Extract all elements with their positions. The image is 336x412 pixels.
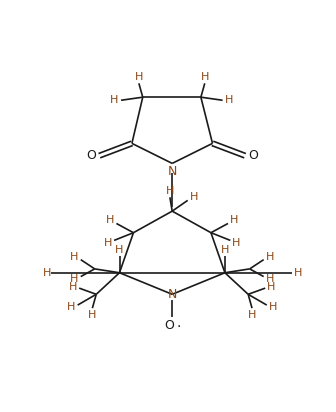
Text: H: H <box>201 72 209 82</box>
Text: H: H <box>70 274 79 284</box>
Text: H: H <box>106 215 114 225</box>
Text: H: H <box>70 252 79 262</box>
Text: N: N <box>168 288 177 301</box>
Text: O: O <box>249 149 258 162</box>
Text: H: H <box>69 281 77 292</box>
Text: H: H <box>166 186 174 196</box>
Text: H: H <box>42 268 51 278</box>
Text: H: H <box>221 245 229 255</box>
Text: H: H <box>269 302 277 312</box>
Text: H: H <box>225 95 234 105</box>
Text: O: O <box>86 149 96 162</box>
Text: H: H <box>294 268 302 278</box>
Text: N: N <box>168 165 177 178</box>
Text: H: H <box>266 274 274 284</box>
Text: H: H <box>248 310 256 320</box>
Text: H: H <box>104 238 112 248</box>
Text: O: O <box>164 318 174 332</box>
Text: H: H <box>88 310 96 320</box>
Text: H: H <box>190 192 198 201</box>
Text: H: H <box>266 252 274 262</box>
Text: H: H <box>230 215 238 225</box>
Text: H: H <box>135 72 143 82</box>
Text: H: H <box>115 245 124 255</box>
Text: ·: · <box>176 320 180 334</box>
Text: H: H <box>110 95 118 105</box>
Text: H: H <box>232 238 241 248</box>
Text: H: H <box>67 302 76 312</box>
Text: H: H <box>267 281 276 292</box>
